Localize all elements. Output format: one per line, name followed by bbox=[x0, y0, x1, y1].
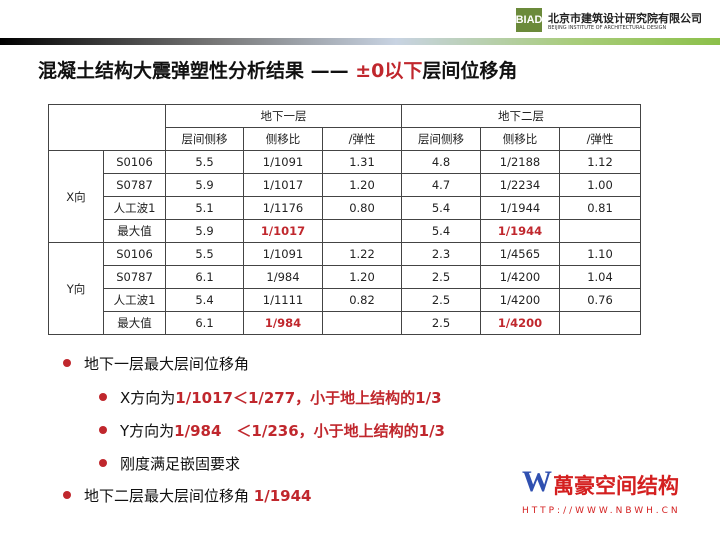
biad-logo: BIAD bbox=[516, 8, 542, 32]
bullet-dot bbox=[63, 359, 71, 367]
table-cell: 1/1176 bbox=[243, 196, 323, 220]
table-cell: 1.20 bbox=[322, 265, 402, 289]
direction-cell: Y向 bbox=[48, 242, 104, 335]
group-header: 地下二层 bbox=[401, 104, 641, 128]
header-gradient-bar bbox=[0, 38, 720, 45]
watermark-logo: W bbox=[522, 465, 552, 498]
table-cell: 5.1 bbox=[165, 196, 244, 220]
table-row: 最大值 6.1 1/984 2.5 1/4200 bbox=[49, 311, 641, 335]
table-cell: 6.1 bbox=[165, 265, 244, 289]
table-cell: 1/1091 bbox=[243, 150, 323, 174]
sub-header: /弹性 bbox=[559, 127, 641, 151]
table-cell: 1/4200 bbox=[480, 265, 560, 289]
table-row: 人工波1 5.1 1/1176 0.80 5.4 1/1944 0.81 bbox=[49, 196, 641, 220]
table-row: 最大值 5.9 1/1017 5.4 1/1944 bbox=[49, 219, 641, 243]
bullet-dot bbox=[63, 491, 71, 499]
table-row: X向 S0106 5.5 1/1091 1.31 4.8 1/2188 1.12 bbox=[48, 150, 641, 243]
sub-header: 侧移比 bbox=[243, 127, 323, 151]
table-cell: 5.5 bbox=[165, 242, 244, 266]
table-row: 人工波1 5.4 1/1111 0.82 2.5 1/4200 0.76 bbox=[49, 288, 641, 312]
table-cell: 0.81 bbox=[559, 196, 641, 220]
org-name-en: BEIJING INSTITUTE OF ARCHITECTURAL DESIG… bbox=[548, 25, 667, 31]
table-cell: 2.3 bbox=[401, 242, 481, 266]
table-cell: 1/2234 bbox=[480, 173, 560, 197]
table-cell: 5.4 bbox=[165, 288, 244, 312]
org-name-cn: 北京市建筑设计研究院有限公司 bbox=[548, 12, 702, 25]
table-cell: 1/1111 bbox=[243, 288, 323, 312]
bullet-dot bbox=[99, 426, 107, 434]
table-cell: 1.00 bbox=[559, 173, 641, 197]
table-cell: 1.31 bbox=[322, 150, 402, 174]
bullet-dot bbox=[99, 459, 107, 467]
table-cell: S0106 bbox=[103, 150, 166, 174]
table-cell: 1.22 bbox=[322, 242, 402, 266]
table-cell bbox=[322, 219, 402, 243]
table-cell: 最大值 bbox=[103, 219, 166, 243]
sub-header: 层间侧移 bbox=[401, 127, 481, 151]
table-cell: 1/1017 bbox=[243, 219, 323, 243]
watermark-text: 萬豪空间结构 bbox=[553, 474, 679, 498]
bullet-1: 地下一层最大层间位移角 bbox=[84, 355, 250, 373]
table-cell: 1.10 bbox=[559, 242, 641, 266]
sub-header: 侧移比 bbox=[480, 127, 560, 151]
group-header: 地下一层 bbox=[165, 104, 402, 128]
table-cell: 1.12 bbox=[559, 150, 641, 174]
table-cell: 0.82 bbox=[322, 288, 402, 312]
bullet-2: X方向为1/1017＜1/277，小于地上结构的1/3 bbox=[120, 389, 442, 407]
table-cell: 4.8 bbox=[401, 150, 481, 174]
direction-cell: X向 bbox=[48, 150, 104, 243]
table-cell: 5.4 bbox=[401, 196, 481, 220]
table-cell: 1/4565 bbox=[480, 242, 560, 266]
table-cell: 6.1 bbox=[165, 311, 244, 335]
table-cell: 1/4200 bbox=[480, 311, 560, 335]
table-cell: 1/1944 bbox=[480, 219, 560, 243]
table-cell bbox=[559, 311, 641, 335]
table-cell: 4.7 bbox=[401, 173, 481, 197]
bullet-5: 地下二层最大层间位移角 1/1944 bbox=[84, 487, 312, 505]
table-cell: 0.80 bbox=[322, 196, 402, 220]
table-cell: 2.5 bbox=[401, 288, 481, 312]
table-cell: 5.9 bbox=[165, 219, 244, 243]
table-row: S0787 6.1 1/984 1.20 2.5 1/4200 1.04 bbox=[49, 265, 641, 289]
table-cell: 1.20 bbox=[322, 173, 402, 197]
table-cell: 2.5 bbox=[401, 311, 481, 335]
table-cell: 5.5 bbox=[165, 150, 244, 174]
table-cell: 最大值 bbox=[103, 311, 166, 335]
table-cell: 5.9 bbox=[165, 173, 244, 197]
bullet-dot bbox=[99, 393, 107, 401]
watermark-url: HTTP://WWW.NBWH.CN bbox=[522, 506, 681, 516]
table-cell: 0.76 bbox=[559, 288, 641, 312]
table-cell: 人工波1 bbox=[103, 288, 166, 312]
sub-header: /弹性 bbox=[322, 127, 402, 151]
table-cell: 1/1091 bbox=[243, 242, 323, 266]
table-cell: 1.04 bbox=[559, 265, 641, 289]
table-cell: 1/1017 bbox=[243, 173, 323, 197]
table-cell: S0787 bbox=[103, 265, 166, 289]
table-cell: 1/984 bbox=[243, 265, 323, 289]
table-cell: 1/4200 bbox=[480, 288, 560, 312]
table-cell: 5.4 bbox=[401, 219, 481, 243]
table-cell: 人工波1 bbox=[103, 196, 166, 220]
table-cell: 2.5 bbox=[401, 265, 481, 289]
table-row: Y向 S0106 5.5 1/1091 1.22 2.3 1/4565 1.10 bbox=[48, 242, 641, 335]
bullet-4: 刚度满足嵌固要求 bbox=[120, 455, 241, 473]
table-cell: 1/2188 bbox=[480, 150, 560, 174]
bullet-3: Y方向为1/984 ＜1/236，小于地上结构的1/3 bbox=[120, 422, 445, 440]
drift-table: 地下一层 地下二层 层间侧移 侧移比/弹性 层间侧移 侧移比/弹性 X向 S0106 5.5… bbox=[48, 104, 641, 335]
sub-header: 层间侧移 bbox=[165, 127, 244, 151]
table-cell: S0106 bbox=[103, 242, 166, 266]
slide-title: 混凝土结构大震弹塑性分析结果 —— ±0以下层间位移角 bbox=[38, 60, 518, 82]
table-cell: 1/984 bbox=[243, 311, 323, 335]
table-cell bbox=[559, 219, 641, 243]
table-cell bbox=[322, 311, 402, 335]
table-cell: S0787 bbox=[103, 173, 166, 197]
table-row: S0787 5.9 1/1017 1.20 4.7 1/2234 1.00 bbox=[49, 173, 641, 197]
table-cell: 1/1944 bbox=[480, 196, 560, 220]
